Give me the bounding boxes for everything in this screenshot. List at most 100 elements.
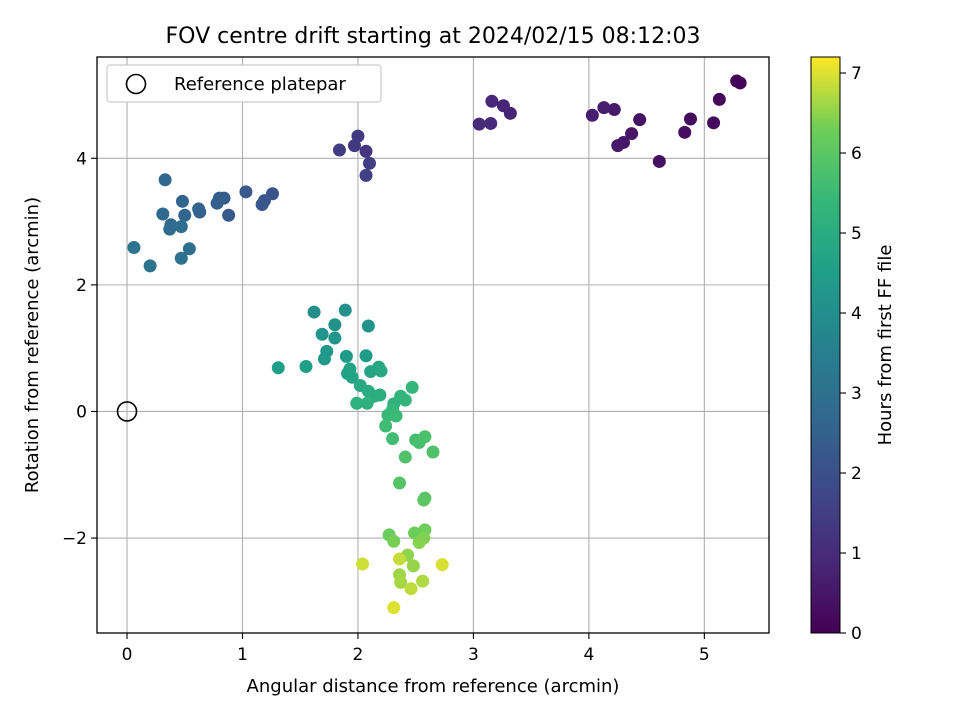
data-point	[210, 196, 224, 210]
y-tick-label: 0	[76, 402, 87, 422]
colorbar-label: Hours from first FF file	[875, 245, 896, 446]
data-point	[156, 207, 170, 221]
plot-frame	[96, 56, 770, 634]
data-point	[158, 173, 172, 187]
data-point	[163, 222, 177, 236]
y-axis-label: Rotation from reference (arcmin)	[22, 197, 43, 493]
data-point	[678, 125, 692, 139]
data-point	[271, 361, 285, 375]
data-point	[585, 108, 599, 122]
data-point	[174, 251, 188, 265]
data-point	[347, 139, 361, 153]
data-point	[175, 194, 189, 208]
data-point	[597, 101, 611, 115]
colorbar: 0 1 2 3 4 5 6 7 Hours from first FF file	[810, 56, 896, 644]
colorbar-ticks: 0 1 2 3 4 5 6 7	[840, 64, 862, 644]
data-point	[393, 476, 407, 490]
data-point	[299, 360, 313, 374]
data-point	[379, 419, 393, 433]
x-tick-label: 4	[583, 645, 594, 665]
data-point	[359, 144, 373, 158]
data-point	[387, 534, 401, 548]
legend: Reference platepar	[106, 64, 382, 103]
data-point	[412, 535, 426, 549]
data-point	[345, 370, 359, 384]
data-point	[350, 396, 364, 410]
x-axis-label: Angular distance from reference (arcmin)	[247, 676, 620, 697]
data-point	[418, 430, 432, 444]
chart-title: FOV centre drift starting at 2024/02/15 …	[166, 24, 701, 49]
data-point	[435, 558, 449, 572]
data-point	[387, 601, 401, 615]
y-axis-ticks: −2 0 2 4	[62, 149, 97, 549]
data-point	[406, 559, 420, 573]
data-point	[317, 352, 331, 366]
y-tick-label: 2	[76, 276, 87, 296]
data-point	[192, 202, 206, 216]
data-point	[485, 94, 499, 108]
colorbar-tick-label: 3	[851, 384, 862, 404]
data-point	[362, 156, 376, 170]
colorbar-tick-label: 0	[851, 624, 862, 644]
data-point	[394, 575, 408, 589]
data-point	[712, 92, 726, 106]
data-point	[652, 154, 666, 168]
y-tick-label: 4	[76, 149, 87, 169]
data-point	[143, 259, 157, 273]
data-point	[373, 388, 387, 402]
data-point	[315, 327, 329, 341]
data-point	[683, 112, 697, 126]
data-point	[607, 103, 621, 117]
data-point	[611, 139, 625, 153]
data-point	[339, 349, 353, 363]
data-point	[405, 380, 419, 394]
data-point	[359, 168, 373, 182]
x-tick-label: 1	[237, 645, 248, 665]
colorbar-tick-label: 4	[851, 304, 862, 324]
data-point	[222, 208, 236, 222]
data-point	[361, 319, 375, 333]
data-point	[328, 318, 342, 332]
colorbar-tick-label: 2	[851, 464, 862, 484]
data-point	[625, 127, 639, 141]
data-point	[127, 241, 141, 255]
data-point	[633, 113, 647, 127]
data-point	[255, 197, 269, 211]
reference-marker	[116, 401, 138, 422]
colorbar-tick-label: 6	[851, 144, 862, 164]
y-tick-label: −2	[62, 529, 87, 549]
data-point	[359, 349, 373, 363]
x-tick-label: 3	[468, 645, 479, 665]
scatter-points	[127, 74, 747, 615]
data-point	[307, 305, 321, 319]
legend-frame	[106, 64, 382, 103]
x-tick-label: 5	[699, 645, 710, 665]
data-point	[360, 396, 374, 410]
data-point	[178, 208, 192, 222]
data-point	[328, 331, 342, 345]
data-point	[707, 116, 721, 130]
data-point	[733, 76, 747, 90]
data-point	[332, 143, 346, 157]
data-point	[398, 393, 412, 407]
grid	[97, 57, 769, 633]
x-tick-label: 0	[122, 645, 133, 665]
data-point	[426, 445, 440, 459]
data-point	[472, 117, 486, 131]
data-point	[416, 574, 430, 588]
data-point	[374, 364, 388, 378]
data-point	[356, 557, 370, 571]
data-point	[496, 99, 510, 113]
data-point	[398, 450, 412, 464]
data-point	[393, 552, 407, 566]
data-point	[484, 116, 498, 130]
data-point	[404, 582, 418, 596]
data-point	[182, 242, 196, 256]
colorbar-tick-label: 7	[851, 64, 862, 84]
x-tick-label: 2	[353, 645, 364, 665]
data-point	[389, 409, 403, 423]
x-axis-ticks: 0 1 2 3 4 5	[122, 633, 710, 665]
colorbar-gradient	[810, 56, 841, 634]
data-point	[386, 432, 400, 446]
